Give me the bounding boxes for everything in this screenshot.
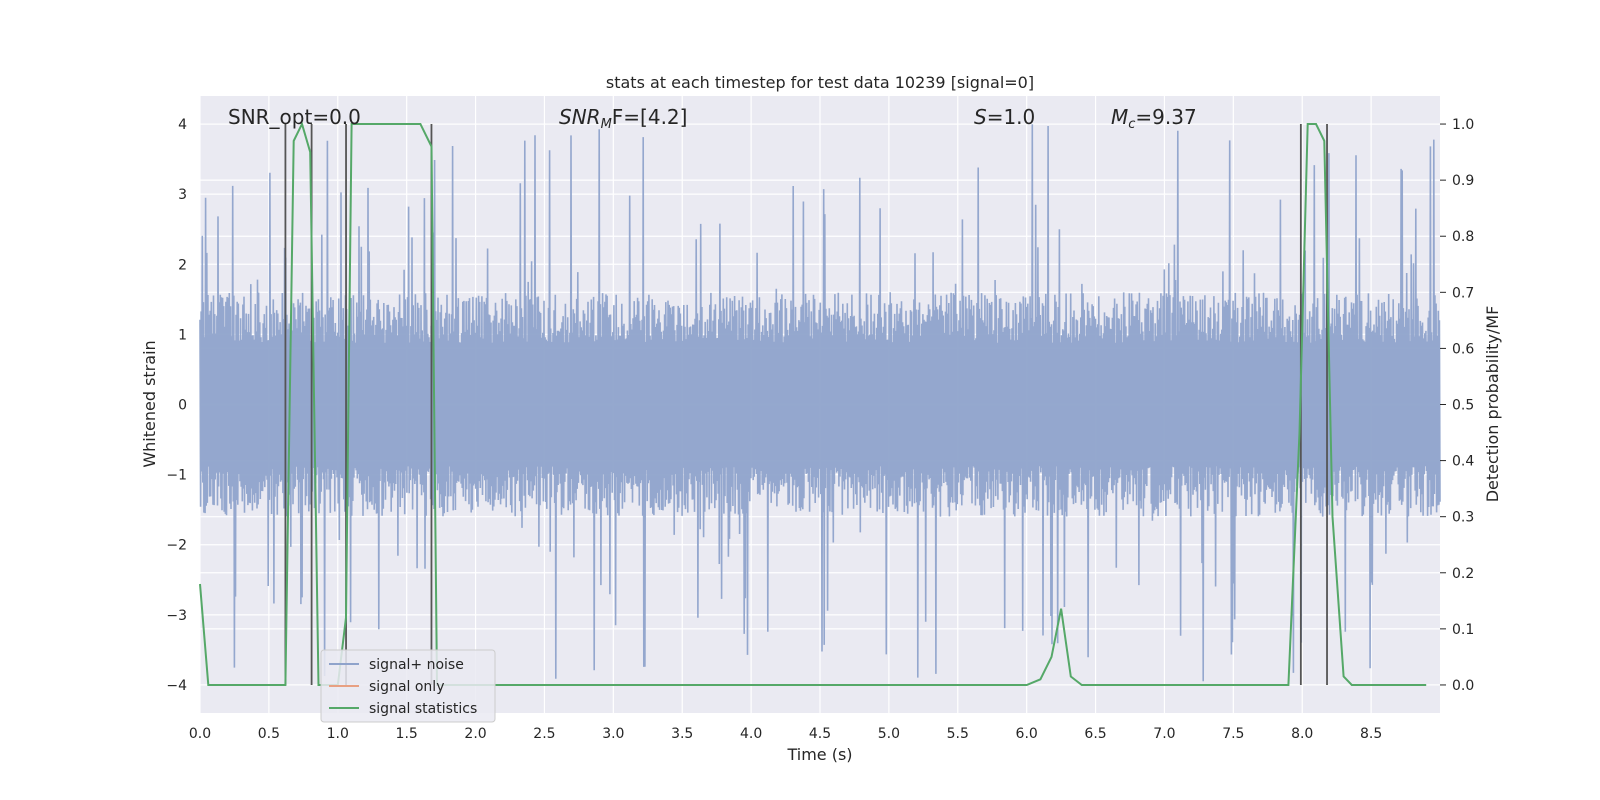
legend-box: [320, 649, 496, 723]
right-y-ticks: 0.0 0.1 0.2 0.3 0.4 0.5 0.6 0.7 0.8 0.9 1.0: [1440, 117, 1474, 694]
x-tick-label-5: 2.5: [533, 726, 555, 742]
left-tick-label-3: −1: [166, 468, 187, 484]
right-tick-label-3: 0.3: [1452, 510, 1474, 526]
left-tick-label-4: 0: [178, 398, 187, 414]
x-tick-label-12: 6.0: [1016, 726, 1038, 742]
x-tick-label-17: 8.5: [1360, 726, 1382, 742]
right-tick-label-1: 0.1: [1452, 622, 1474, 638]
right-tick-label-4: 0.4: [1452, 454, 1474, 470]
x-tick-label-2: 1.0: [327, 726, 349, 742]
x-tick-label-8: 4.0: [740, 726, 762, 742]
annotation-mc: Mc=9.37: [1111, 105, 1197, 132]
right-tick-label-6: 0.6: [1452, 341, 1474, 357]
x-tick-label-10: 5.0: [878, 726, 900, 742]
left-y-axis-label: Whitened strain: [140, 340, 159, 467]
legend: signal+ noise signal only signal statist…: [320, 649, 496, 723]
x-tick-label-14: 7.0: [1153, 726, 1175, 742]
right-tick-label-0: 0.0: [1452, 678, 1474, 694]
x-tick-label-9: 4.5: [809, 726, 831, 742]
x-tick-label-7: 3.5: [671, 726, 693, 742]
right-tick-label-9: 0.9: [1452, 173, 1474, 189]
right-tick-label-2: 0.2: [1452, 566, 1474, 582]
left-tick-label-1: −3: [166, 608, 187, 624]
left-tick-label-7: 3: [178, 187, 187, 203]
x-tick-label-3: 1.5: [396, 726, 418, 742]
signal-noise-series: [199, 124, 1441, 682]
signal-statistics-series: [199, 121, 1427, 686]
left-tick-label-5: 1: [178, 327, 187, 343]
x-ticks: 0.0 0.5 1.0 1.5 2.0 2.5 3.0 3.5 4.0 4.5 5.0 5.5 6.0 6…: [189, 726, 1382, 742]
right-y-axis-label: Detection probability/MF: [1483, 306, 1502, 503]
x-tick-label-4: 2.0: [464, 726, 486, 742]
x-tick-label-15: 7.5: [1222, 726, 1244, 742]
left-tick-label-0: −4: [166, 678, 187, 694]
legend-label-signal-only: signal only: [369, 679, 444, 695]
signal-noise-line: [199, 124, 1441, 682]
left-tick-label-2: −2: [166, 538, 187, 554]
x-tick-label-13: 6.5: [1084, 726, 1106, 742]
x-tick-label-11: 5.5: [947, 726, 969, 742]
signal-statistics-line: [199, 121, 1427, 686]
right-tick-label-10: 1.0: [1452, 117, 1474, 133]
x-tick-label-16: 8.0: [1291, 726, 1313, 742]
x-tick-label-6: 3.0: [602, 726, 624, 742]
right-tick-label-8: 0.8: [1452, 229, 1474, 245]
right-tick-label-5: 0.5: [1452, 398, 1474, 414]
right-tick-label-7: 0.7: [1452, 285, 1474, 301]
annotation-s: S=1.0: [974, 105, 1035, 129]
left-y-ticks: −4 −3 −2 −1 0 1 2 3 4: [166, 117, 187, 694]
x-tick-label-0: 0.0: [189, 726, 211, 742]
x-tick-label-1: 0.5: [258, 726, 280, 742]
chart-title: stats at each timestep for test data 102…: [606, 73, 1034, 92]
left-tick-label-6: 2: [178, 257, 187, 273]
legend-label-signal-statistics: signal statistics: [369, 701, 477, 717]
annotation-snr-opt: SNR_opt=0.0: [228, 105, 361, 129]
annotation-snr-mf: SNRMF=[4.2]: [559, 105, 687, 132]
legend-label-signal-noise: signal+ noise: [369, 657, 464, 673]
left-tick-label-8: 4: [178, 117, 187, 133]
x-axis-label: Time (s): [786, 745, 852, 764]
